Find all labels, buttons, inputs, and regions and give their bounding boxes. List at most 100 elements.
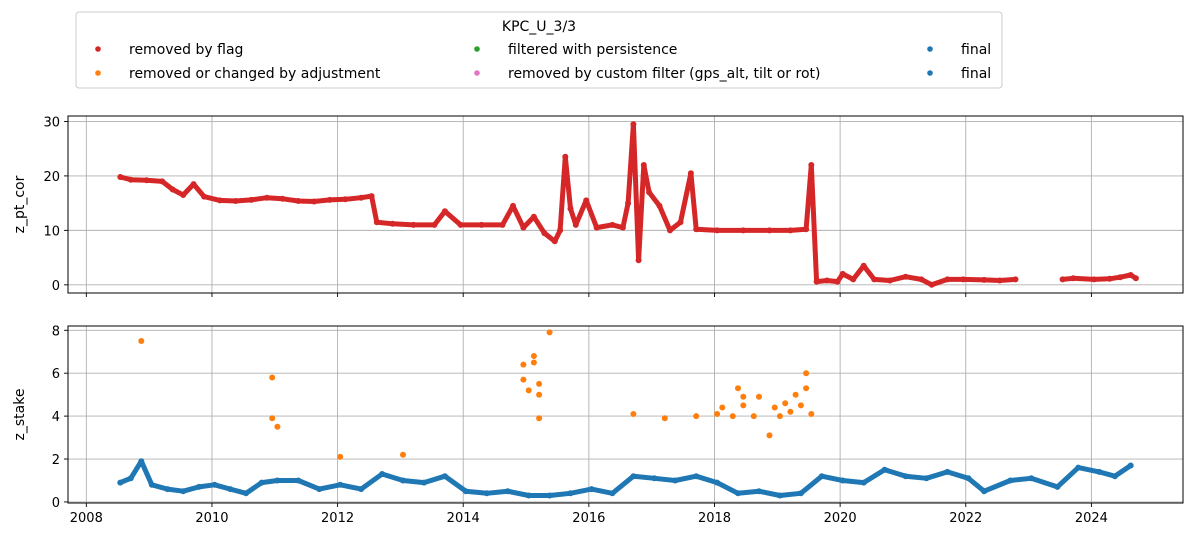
- y-tick-label: 4: [52, 410, 60, 425]
- data-point: [661, 415, 668, 422]
- data-point: [797, 402, 804, 409]
- data-point: [813, 278, 820, 285]
- y-tick-label: 20: [43, 170, 60, 185]
- data-point: [457, 221, 464, 228]
- data-point: [525, 387, 532, 394]
- data-point: [1070, 275, 1077, 282]
- y-tick-label: 6: [52, 367, 60, 382]
- data-point: [326, 196, 333, 203]
- data-point: [248, 196, 255, 203]
- data-point: [996, 277, 1003, 284]
- data-point: [593, 224, 600, 231]
- data-point: [583, 197, 590, 204]
- data-point: [190, 181, 197, 188]
- data-point: [609, 221, 616, 228]
- x-tick-label: 2014: [447, 511, 480, 526]
- data-point: [756, 393, 762, 400]
- data-point: [358, 486, 365, 493]
- data-point: [195, 483, 202, 490]
- data-point: [667, 227, 673, 234]
- data-point: [269, 374, 276, 381]
- data-point: [269, 415, 276, 422]
- data-point: [693, 226, 700, 233]
- legend-frame: [75, 11, 1003, 89]
- data-point: [546, 492, 553, 499]
- data-point: [656, 202, 663, 209]
- data-point: [1127, 462, 1134, 469]
- data-point: [630, 473, 637, 480]
- data-point: [803, 385, 810, 392]
- data-point: [441, 208, 448, 215]
- data-point: [258, 479, 265, 486]
- data-point: [279, 195, 286, 202]
- axes-frame: [67, 115, 1184, 294]
- data-point: [379, 471, 386, 477]
- data-point: [735, 490, 741, 497]
- data-point: [756, 488, 762, 495]
- y-tick-label: 30: [43, 115, 60, 130]
- x-tick-label: 2012: [321, 511, 354, 526]
- legend-title: KPC_U_3/3: [502, 19, 576, 35]
- data-point: [860, 479, 867, 486]
- data-point: [180, 192, 187, 198]
- data-point: [1054, 483, 1061, 490]
- data-point: [400, 477, 406, 484]
- data-point: [808, 411, 815, 417]
- data-point: [740, 393, 747, 400]
- data-point: [797, 490, 804, 497]
- data-point: [750, 413, 757, 420]
- data-point: [850, 276, 857, 283]
- data-point: [918, 276, 925, 283]
- data-point: [740, 227, 747, 234]
- data-point: [520, 376, 527, 383]
- data-point: [776, 413, 783, 420]
- y-axis-label: z_stake: [12, 389, 28, 441]
- data-point: [536, 380, 543, 387]
- data-point: [1012, 276, 1019, 283]
- data-point: [776, 492, 783, 499]
- data-point: [389, 220, 396, 227]
- data-point: [860, 262, 867, 269]
- data-point: [295, 477, 302, 484]
- data-point: [630, 411, 637, 417]
- data-point: [536, 391, 543, 398]
- data-point: [1132, 275, 1139, 282]
- data-point: [944, 276, 951, 283]
- data-point: [316, 486, 323, 493]
- data-point: [138, 338, 145, 344]
- data-point: [1091, 276, 1097, 283]
- y-tick-label: 8: [52, 324, 60, 339]
- data-point: [441, 473, 448, 480]
- data-point: [619, 224, 626, 231]
- data-point: [766, 432, 773, 439]
- data-point: [771, 404, 778, 411]
- data-point: [274, 477, 281, 484]
- data-point: [803, 226, 810, 233]
- data-point: [729, 413, 736, 420]
- data-point: [824, 277, 830, 284]
- data-point: [373, 219, 380, 226]
- x-tick-label: 2020: [824, 511, 857, 526]
- data-point: [562, 153, 569, 160]
- data-point: [541, 230, 548, 237]
- data-point: [400, 451, 406, 458]
- data-point: [520, 224, 527, 231]
- legend-entry-label: removed by flag: [129, 42, 243, 58]
- data-point: [839, 477, 846, 484]
- data-point: [965, 475, 972, 482]
- data-point: [504, 488, 511, 495]
- data-point: [159, 178, 166, 185]
- legend-entry-label: removed by custom filter (gps_alt, tilt …: [508, 66, 820, 82]
- legend-entry-label: final: [961, 42, 991, 58]
- data-point: [928, 281, 935, 288]
- data-point: [651, 475, 658, 482]
- x-tick-label: 2016: [572, 511, 605, 526]
- data-point: [295, 198, 302, 204]
- data-point: [808, 162, 815, 168]
- data-point: [530, 213, 537, 220]
- data-point: [557, 227, 564, 234]
- data-point: [981, 488, 988, 495]
- data-point: [148, 481, 155, 488]
